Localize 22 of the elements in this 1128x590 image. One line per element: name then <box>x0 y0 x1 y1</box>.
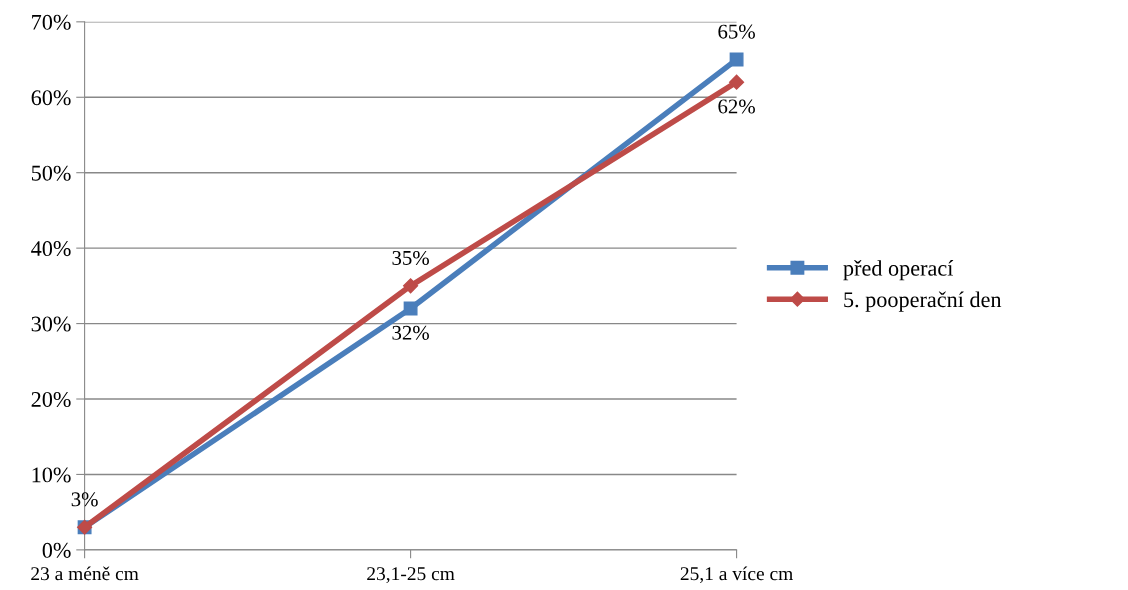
data-label: 35% <box>392 250 429 266</box>
x-tick-label: 23,1-25 cm <box>367 567 455 584</box>
point <box>729 74 745 90</box>
data-label: 62% <box>718 99 755 114</box>
y-tick-label: 10% <box>32 467 71 483</box>
data-label: 32% <box>392 325 429 340</box>
point <box>403 278 419 294</box>
data-label: 3% <box>71 492 98 507</box>
x-tick-label: 25,1 a více cm <box>680 566 793 584</box>
y-tick-label: 50% <box>31 165 71 181</box>
legend-label: před operací <box>843 260 954 281</box>
y-tick-label: 20% <box>31 391 71 408</box>
y-tick-label: 60% <box>31 90 71 106</box>
point <box>403 301 418 316</box>
legend-label: 5. pooperační den <box>844 291 1002 312</box>
point <box>729 52 744 67</box>
x-tick-label: 23 a méně cm <box>31 566 139 581</box>
data-label: 65% <box>718 24 755 39</box>
y-tick-label: 70% <box>32 14 71 30</box>
y-tick-label: 40% <box>31 241 71 257</box>
y-tick-label: 0% <box>42 542 71 558</box>
y-tick-label: 30% <box>31 316 71 332</box>
